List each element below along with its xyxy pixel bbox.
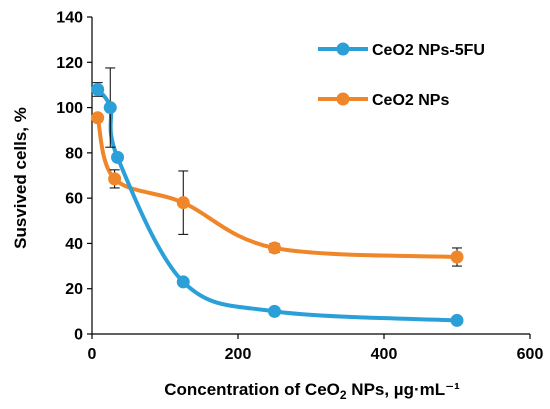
y-axis-title: Susvived cells, % bbox=[11, 107, 30, 249]
data-point bbox=[450, 250, 464, 264]
series-ceo2-nps bbox=[91, 111, 464, 267]
legend-swatch-marker bbox=[336, 42, 350, 56]
x-tick-label: 600 bbox=[517, 346, 544, 363]
legend: CeO2 NPs-5FU CeO2 NPs bbox=[318, 42, 485, 109]
y-tick-label: 20 bbox=[65, 281, 83, 298]
y-tick-label: 0 bbox=[74, 327, 83, 344]
legend-swatch-marker bbox=[336, 92, 350, 106]
x-tick-label: 200 bbox=[225, 346, 252, 363]
legend-entry-ceo2-nps-5fu: CeO2 NPs-5FU bbox=[318, 42, 485, 59]
y-tick-labels: 0 20 40 60 80 100 120 140 bbox=[56, 10, 83, 344]
legend-entry-ceo2-nps: CeO2 NPs bbox=[318, 92, 449, 109]
y-tick-label: 40 bbox=[65, 236, 83, 253]
axes bbox=[87, 16, 531, 339]
x-tick-labels: 0 200 400 600 bbox=[88, 346, 544, 363]
data-point bbox=[108, 172, 122, 186]
data-point bbox=[91, 82, 105, 96]
series-line bbox=[96, 88, 458, 323]
data-point bbox=[450, 313, 464, 327]
y-tick-label: 60 bbox=[65, 191, 83, 208]
y-tick-label: 100 bbox=[56, 100, 83, 117]
data-point bbox=[111, 150, 125, 164]
x-tick-label: 0 bbox=[88, 346, 97, 363]
data-point bbox=[91, 111, 105, 125]
legend-label: CeO2 NPs-5FU bbox=[372, 42, 485, 59]
y-tick-label: 140 bbox=[56, 10, 83, 27]
series-ceo2-nps-5fu bbox=[91, 67, 464, 327]
y-tick-label: 80 bbox=[65, 145, 83, 162]
data-point bbox=[176, 275, 190, 289]
x-tick-label: 400 bbox=[371, 346, 398, 363]
series-line bbox=[95, 117, 458, 260]
data-point bbox=[268, 241, 281, 255]
series-layer bbox=[91, 67, 464, 327]
y-tick-label: 120 bbox=[56, 55, 83, 72]
legend-label: CeO2 NPs bbox=[372, 92, 449, 109]
data-point bbox=[176, 196, 190, 210]
x-axis-title: Concentration of CeO2 NPs, µg·mL⁻¹ bbox=[164, 380, 460, 402]
data-point bbox=[268, 304, 281, 318]
data-point bbox=[103, 101, 117, 115]
